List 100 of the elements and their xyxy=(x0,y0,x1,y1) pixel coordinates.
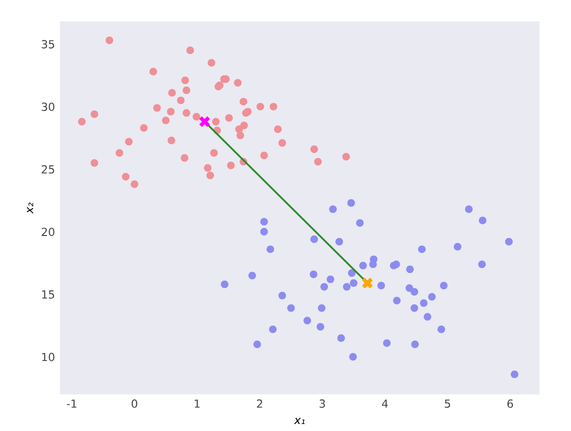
point xyxy=(269,326,277,334)
point xyxy=(182,86,190,94)
point xyxy=(356,219,364,227)
point xyxy=(278,292,286,300)
point xyxy=(377,282,385,290)
point xyxy=(106,36,114,44)
point xyxy=(90,110,98,118)
y-tick-label: 35 xyxy=(42,40,54,48)
point xyxy=(225,114,233,122)
point xyxy=(130,180,138,188)
point xyxy=(240,98,248,106)
point xyxy=(337,334,345,342)
point xyxy=(210,149,218,157)
point xyxy=(274,125,282,133)
point xyxy=(206,172,214,180)
point xyxy=(212,118,220,126)
point xyxy=(310,270,318,278)
x-tick-label: 3 xyxy=(320,399,325,408)
point xyxy=(90,159,98,167)
y-tick-label: 15 xyxy=(42,290,54,299)
x-tick-label: 5 xyxy=(444,400,450,408)
point xyxy=(320,282,328,291)
point xyxy=(234,79,242,87)
point xyxy=(149,68,158,76)
point xyxy=(192,112,200,120)
point xyxy=(505,238,513,246)
point xyxy=(208,59,216,67)
point xyxy=(342,282,351,291)
point xyxy=(329,205,337,214)
x-tick-label: 0 xyxy=(132,399,138,408)
point xyxy=(303,316,312,324)
point xyxy=(181,76,189,84)
point xyxy=(349,353,357,361)
point xyxy=(335,238,344,246)
x-tick-label: 6 xyxy=(507,399,513,408)
point xyxy=(406,265,414,274)
point xyxy=(347,199,355,207)
point xyxy=(424,312,432,321)
point xyxy=(420,299,428,307)
x-tick-label: 1 xyxy=(194,400,200,408)
point xyxy=(182,109,190,117)
x-tick-label: 4 xyxy=(382,400,388,408)
point xyxy=(122,172,130,180)
point xyxy=(186,46,194,54)
point xyxy=(510,370,518,378)
point xyxy=(410,304,418,312)
point xyxy=(260,152,268,160)
point xyxy=(177,96,185,104)
point xyxy=(350,279,358,287)
x-axis-title: x₁ xyxy=(294,418,305,424)
point xyxy=(342,152,350,160)
x-tick-label: 2 xyxy=(256,399,262,408)
point xyxy=(227,162,235,170)
point xyxy=(478,216,486,224)
y-tick-label: 10 xyxy=(42,352,54,362)
point xyxy=(162,116,170,124)
point xyxy=(168,89,176,97)
point xyxy=(318,304,326,312)
point xyxy=(410,288,418,296)
point xyxy=(348,269,356,277)
point xyxy=(316,323,324,331)
point xyxy=(199,116,210,128)
point xyxy=(310,235,318,244)
point xyxy=(478,260,486,268)
point xyxy=(278,139,286,147)
point xyxy=(204,164,212,172)
point xyxy=(116,149,124,157)
point xyxy=(248,272,256,280)
point xyxy=(454,242,462,251)
point xyxy=(220,280,228,288)
point xyxy=(383,339,391,347)
y-axis-title: x₂ xyxy=(27,202,34,214)
point xyxy=(140,124,148,132)
y-tick-label: 25 xyxy=(42,165,54,174)
point xyxy=(418,245,426,254)
point xyxy=(287,304,295,312)
point xyxy=(359,262,367,270)
point xyxy=(428,292,436,301)
point xyxy=(440,282,448,290)
point xyxy=(256,102,264,110)
point xyxy=(253,340,261,348)
point xyxy=(180,154,188,162)
point xyxy=(260,228,268,236)
point xyxy=(393,296,401,304)
y-tick-label: 30 xyxy=(42,102,54,111)
point xyxy=(362,278,373,288)
point xyxy=(310,145,318,153)
point xyxy=(168,136,176,144)
point xyxy=(411,340,419,348)
point xyxy=(314,158,322,166)
point xyxy=(260,218,268,226)
point xyxy=(125,138,133,146)
point xyxy=(153,104,161,112)
point xyxy=(437,326,446,334)
point xyxy=(326,275,334,284)
y-tick-label: 20 xyxy=(42,228,54,236)
point xyxy=(78,118,86,126)
point xyxy=(465,205,473,214)
point xyxy=(235,125,243,133)
x-tick-label: -1 xyxy=(66,400,76,408)
